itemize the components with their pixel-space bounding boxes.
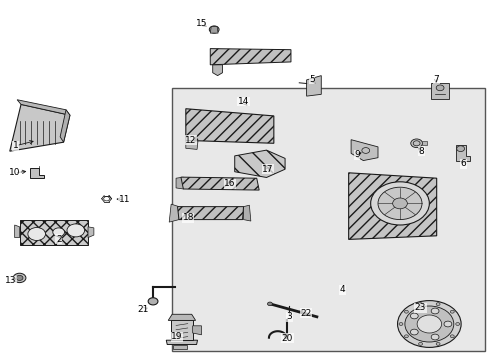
- Polygon shape: [210, 49, 290, 65]
- Polygon shape: [185, 140, 198, 149]
- Circle shape: [435, 342, 439, 345]
- Text: 17: 17: [262, 165, 273, 174]
- Polygon shape: [192, 326, 201, 335]
- Polygon shape: [168, 314, 195, 320]
- Circle shape: [16, 275, 23, 280]
- Circle shape: [435, 303, 439, 306]
- Polygon shape: [169, 204, 179, 222]
- Circle shape: [456, 146, 464, 152]
- Circle shape: [398, 323, 402, 325]
- Circle shape: [410, 139, 422, 148]
- Circle shape: [455, 323, 459, 325]
- Text: 13: 13: [5, 276, 17, 285]
- Polygon shape: [205, 119, 217, 137]
- Circle shape: [244, 158, 259, 169]
- Text: 20: 20: [281, 334, 293, 343]
- Circle shape: [267, 302, 272, 306]
- Circle shape: [418, 342, 422, 345]
- Circle shape: [67, 224, 84, 237]
- Text: 15: 15: [196, 19, 207, 28]
- Text: 2: 2: [56, 235, 61, 244]
- Circle shape: [430, 308, 438, 314]
- Circle shape: [449, 335, 453, 338]
- Circle shape: [404, 310, 407, 313]
- Polygon shape: [60, 110, 70, 142]
- Polygon shape: [234, 150, 285, 177]
- Polygon shape: [350, 140, 377, 161]
- Circle shape: [418, 303, 422, 306]
- Text: 11: 11: [119, 195, 130, 204]
- Text: 16: 16: [224, 179, 235, 188]
- Circle shape: [404, 306, 453, 342]
- Text: 22: 22: [300, 309, 311, 318]
- Polygon shape: [306, 76, 321, 96]
- Polygon shape: [17, 100, 70, 115]
- Circle shape: [443, 321, 451, 327]
- Polygon shape: [210, 27, 218, 33]
- Polygon shape: [171, 320, 192, 340]
- Text: 23: 23: [414, 303, 426, 312]
- Text: 10: 10: [9, 168, 20, 177]
- Circle shape: [13, 273, 26, 283]
- Circle shape: [404, 335, 407, 338]
- Circle shape: [409, 313, 417, 319]
- Text: 18: 18: [182, 213, 194, 222]
- Circle shape: [435, 85, 443, 91]
- Polygon shape: [10, 104, 70, 151]
- Polygon shape: [244, 119, 256, 137]
- Polygon shape: [185, 109, 273, 143]
- Polygon shape: [166, 340, 197, 345]
- Circle shape: [148, 298, 158, 305]
- Circle shape: [28, 228, 45, 240]
- Circle shape: [409, 329, 417, 335]
- Text: 6: 6: [460, 159, 466, 168]
- Polygon shape: [430, 83, 448, 99]
- Polygon shape: [455, 145, 469, 161]
- Text: 7: 7: [432, 75, 438, 84]
- Polygon shape: [15, 225, 20, 238]
- Text: 21: 21: [137, 305, 149, 314]
- Circle shape: [53, 228, 64, 237]
- Polygon shape: [348, 173, 436, 239]
- Text: 5: 5: [308, 75, 314, 84]
- Text: 3: 3: [286, 312, 292, 321]
- Polygon shape: [181, 177, 259, 190]
- Circle shape: [209, 26, 219, 33]
- Text: 9: 9: [353, 150, 359, 159]
- Circle shape: [377, 187, 421, 220]
- Circle shape: [397, 301, 460, 347]
- Polygon shape: [212, 65, 222, 76]
- Polygon shape: [88, 227, 94, 238]
- Text: 8: 8: [418, 147, 424, 156]
- Text: 4: 4: [339, 285, 345, 294]
- Polygon shape: [173, 345, 186, 349]
- Text: 19: 19: [171, 332, 183, 341]
- Polygon shape: [224, 119, 237, 137]
- Text: 1: 1: [13, 141, 19, 150]
- Polygon shape: [177, 207, 243, 220]
- Circle shape: [370, 182, 428, 225]
- Circle shape: [416, 315, 441, 333]
- Circle shape: [392, 198, 407, 209]
- Polygon shape: [176, 177, 183, 189]
- FancyBboxPatch shape: [20, 220, 88, 245]
- Polygon shape: [421, 141, 427, 145]
- Polygon shape: [30, 168, 44, 178]
- Polygon shape: [243, 205, 250, 221]
- Text: 14: 14: [237, 97, 249, 106]
- Circle shape: [430, 334, 438, 340]
- Text: 12: 12: [184, 136, 196, 145]
- Circle shape: [449, 310, 453, 313]
- FancyBboxPatch shape: [172, 88, 484, 351]
- Polygon shape: [260, 119, 272, 137]
